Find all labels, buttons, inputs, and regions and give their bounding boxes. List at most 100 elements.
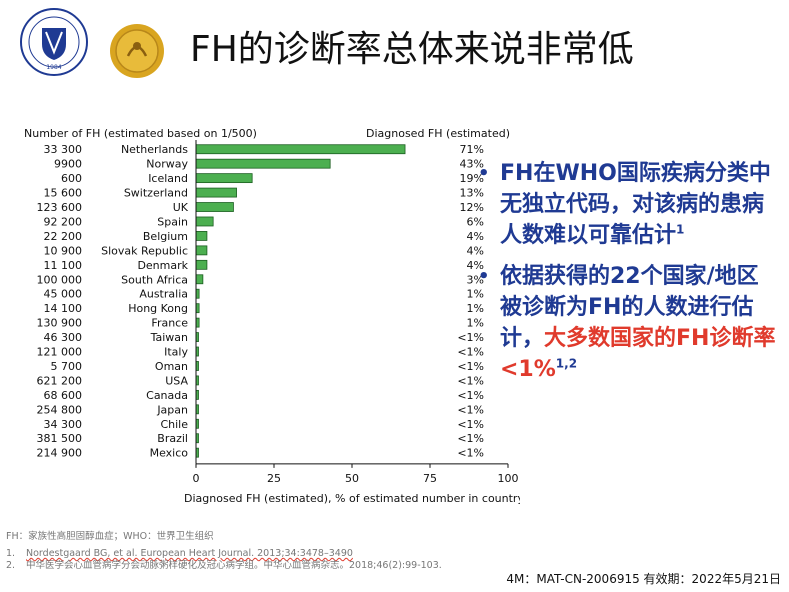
bar — [195, 202, 234, 212]
pct-label: 1% — [467, 302, 484, 315]
row-number-label: 14 100 — [44, 302, 83, 315]
pct-label: 43% — [460, 158, 484, 171]
right-header: Diagnosed FH (estimated) — [366, 127, 510, 140]
country-label: Belgium — [143, 230, 188, 243]
logo-year: 1984 — [46, 64, 61, 71]
country-label: Norway — [146, 158, 188, 171]
bullet-1: • FH在WHO国际疾病分类中无独立代码，对该病的患病人数难以可靠估计1 — [478, 158, 778, 251]
row-number-label: 214 900 — [37, 447, 83, 460]
abbreviation-footnote: FH：家族性高胆固醇血症；WHO：世界卫生组织 — [6, 531, 214, 542]
pct-label: 71% — [460, 143, 484, 156]
diagnosed-fh-bar-chart: Number of FH (estimated based on 1/500) D… — [24, 127, 520, 505]
country-label: Oman — [155, 360, 188, 373]
row-number-label: 22 200 — [44, 230, 83, 243]
country-label: UK — [173, 201, 189, 214]
pct-label: <1% — [457, 374, 484, 387]
pct-label: <1% — [457, 389, 484, 402]
bullet-dot-icon: • — [478, 163, 490, 184]
bar — [195, 158, 331, 169]
country-label: Australia — [139, 288, 188, 301]
bar — [195, 216, 214, 227]
country-label: Switzerland — [124, 187, 188, 200]
country-label: Japan — [156, 403, 188, 416]
pct-label: 4% — [467, 230, 484, 243]
pct-label: 1% — [467, 317, 484, 330]
row-number-label: 11 100 — [44, 259, 83, 272]
country-label: USA — [165, 374, 188, 387]
row-number-label: 46 300 — [44, 331, 83, 344]
references: 1. Nordestgaard BG, et al. European Heart… — [6, 548, 442, 572]
row-number-label: 34 300 — [44, 418, 83, 431]
material-code: 4M：MAT-CN-2006915 有效期：2022年5月21日 — [506, 572, 781, 586]
university-logo: 1984 — [20, 8, 88, 76]
bar — [195, 245, 208, 256]
pct-label: 1% — [467, 288, 484, 301]
bar — [195, 144, 406, 155]
pct-label: 12% — [460, 201, 484, 214]
bullet-dot-icon: • — [478, 266, 490, 287]
pct-label: 4% — [467, 244, 484, 257]
x-tick-label: 25 — [267, 472, 281, 485]
x-axis-title: Diagnosed FH (estimated), % of estimated… — [184, 492, 520, 505]
country-label: Hong Kong — [128, 302, 188, 315]
reference-item: 1. Nordestgaard BG, et al. European Heart… — [6, 548, 442, 560]
country-label: France — [151, 317, 188, 330]
pct-label: 13% — [460, 187, 484, 200]
row-number-label: 9900 — [54, 158, 82, 171]
country-label: Iceland — [148, 172, 188, 185]
reference-number: 1. — [6, 548, 16, 559]
row-number-label: 33 300 — [44, 143, 83, 156]
row-number-label: 45 000 — [44, 288, 83, 301]
reference-text: Nordestgaard BG, et al. European Heart J… — [26, 548, 353, 559]
pct-label: 6% — [467, 215, 484, 228]
country-label: Brazil — [157, 432, 188, 445]
bar — [195, 259, 208, 270]
bar — [195, 231, 208, 241]
bullet-2-highlight: 大多数国家的FH诊断率<1% — [500, 326, 776, 382]
row-number-label: 92 200 — [44, 215, 83, 228]
reference-number: 2. — [6, 560, 16, 571]
x-tick-label: 100 — [498, 472, 519, 485]
row-number-label: 254 800 — [37, 403, 83, 416]
row-number-label: 15 600 — [44, 187, 83, 200]
x-tick-label: 0 — [193, 472, 200, 485]
country-label: Mexico — [150, 447, 189, 460]
reference-text: 中华医学会心血管病学分会动脉粥样硬化及冠心病学组。中华心血管病杂志。2018;4… — [26, 560, 442, 571]
bar — [195, 187, 237, 198]
slide-title: FH的诊断率总体来说非常低 — [190, 29, 634, 70]
row-number-label: 121 000 — [37, 346, 83, 359]
pct-label: 19% — [460, 172, 484, 185]
bullet-list: • FH在WHO国际疾病分类中无独立代码，对该病的患病人数难以可靠估计1 • 依… — [478, 158, 778, 395]
country-label: South Africa — [121, 273, 188, 286]
x-tick-label: 50 — [345, 472, 359, 485]
pct-label: 4% — [467, 259, 484, 272]
bullet-2-text: 依据获得的22个国家/地区被诊断为FH的人数进行估计， — [500, 264, 759, 351]
row-number-label: 621 200 — [37, 374, 83, 387]
pct-label: <1% — [457, 418, 484, 431]
bullet-1-text: FH在WHO国际疾病分类中无独立代码，对该病的患病人数难以可靠估计 — [500, 161, 771, 248]
row-number-label: 10 900 — [44, 244, 83, 257]
pct-label: <1% — [457, 447, 484, 460]
bullet-1-ref: 1 — [676, 222, 685, 237]
row-number-label: 123 600 — [37, 201, 83, 214]
pct-label: <1% — [457, 432, 484, 445]
country-label: Spain — [157, 215, 188, 228]
pct-label: <1% — [457, 331, 484, 344]
country-label: Slovak Republic — [101, 244, 188, 257]
bar — [195, 274, 204, 285]
pct-label: <1% — [457, 360, 484, 373]
row-number-label: 68 600 — [44, 389, 83, 402]
bar — [195, 173, 253, 184]
country-label: Chile — [160, 418, 188, 431]
row-number-label: 600 — [61, 172, 82, 185]
pct-label: 3% — [467, 273, 484, 286]
bullet-2: • 依据获得的22个国家/地区被诊断为FH的人数进行估计，大多数国家的FH诊断率… — [478, 261, 778, 385]
row-number-label: 5 700 — [51, 360, 83, 373]
reference-item: 2. 中华医学会心血管病学分会动脉粥样硬化及冠心病学组。中华心血管病杂志。2018… — [6, 560, 442, 572]
country-label: Canada — [146, 389, 188, 402]
x-tick-label: 75 — [423, 472, 437, 485]
country-label: Taiwan — [150, 331, 188, 344]
row-number-label: 130 900 — [37, 317, 83, 330]
country-label: Denmark — [137, 259, 188, 272]
pct-label: <1% — [457, 403, 484, 416]
